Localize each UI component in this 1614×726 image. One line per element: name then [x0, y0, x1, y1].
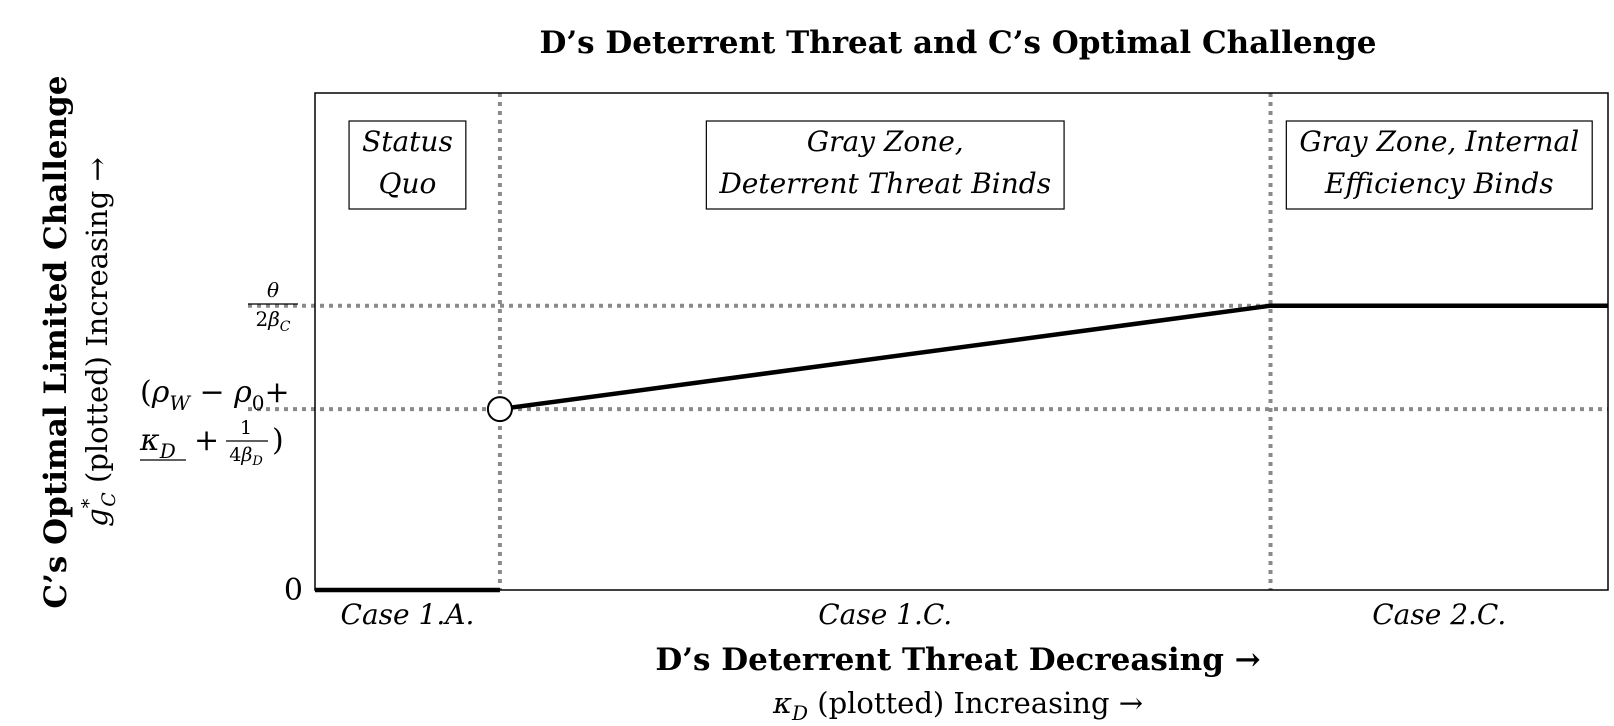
svg-text:1: 1: [240, 417, 252, 439]
y-tick-zero: 0: [284, 573, 303, 608]
region-label-line1: Gray Zone,: [807, 125, 964, 158]
region-label-box: [705, 120, 1065, 210]
series-group: [315, 303, 1608, 593]
x-axis-sublabel: κD (plotted) Increasing →: [772, 686, 1143, 725]
series-line-2: [499, 303, 1608, 412]
open-circle-marker: [486, 396, 513, 423]
region-label-2: Gray Zone, Deterrent Threat Binds: [705, 120, 1065, 210]
region-label-line2: Deterrent Threat Binds: [718, 167, 1051, 200]
region-label-box: [1285, 120, 1593, 210]
case-labels: Case 1.A. Case 1.C. Case 2.C.: [341, 598, 1507, 631]
region-label-line1: Status: [362, 125, 453, 158]
svg-text:(ρW − ρ0+: (ρW − ρ0+: [140, 375, 290, 415]
y-tick-upper: θ 2βC: [248, 278, 298, 335]
svg-text:κD: κD: [139, 423, 176, 463]
region-label-line2: Quo: [379, 167, 437, 200]
reference-lines: [248, 93, 1608, 590]
region-label-box: [348, 120, 467, 210]
region-label-line1: Gray Zone, Internal: [1299, 125, 1579, 158]
y-axis-label: C’s Optimal Limited Challenge: [38, 75, 74, 608]
case-label-1: Case 1.A.: [341, 598, 475, 631]
x-axis-label: D’s Deterrent Threat Decreasing →: [655, 642, 1260, 678]
region-labels: Status Quo Gray Zone, Deterrent Threat Bind…: [348, 120, 1593, 210]
region-label-1: Status Quo: [348, 120, 467, 210]
plot-frame: [314, 92, 1609, 591]
svg-text:+: +: [194, 423, 219, 458]
svg-text:θ: θ: [267, 278, 279, 302]
case-label-2: Case 1.C.: [818, 598, 952, 631]
svg-text:4βD: 4βD: [229, 444, 263, 469]
y-axis-sublabel: g*C (plotted) Increasing →: [78, 157, 120, 527]
svg-text:2βC: 2βC: [255, 307, 290, 335]
region-label-3: Gray Zone, Internal Efficiency Binds: [1285, 120, 1593, 210]
case-label-3: Case 2.C.: [1372, 598, 1506, 631]
y-tick-lower: (ρW − ρ0+ κD + 1 4βD ): [139, 375, 290, 469]
chart-title: D’s Deterrent Threat and C’s Optimal Cha…: [539, 25, 1376, 61]
svg-text:): ): [272, 423, 284, 458]
region-label-line2: Efficiency Binds: [1324, 167, 1554, 200]
